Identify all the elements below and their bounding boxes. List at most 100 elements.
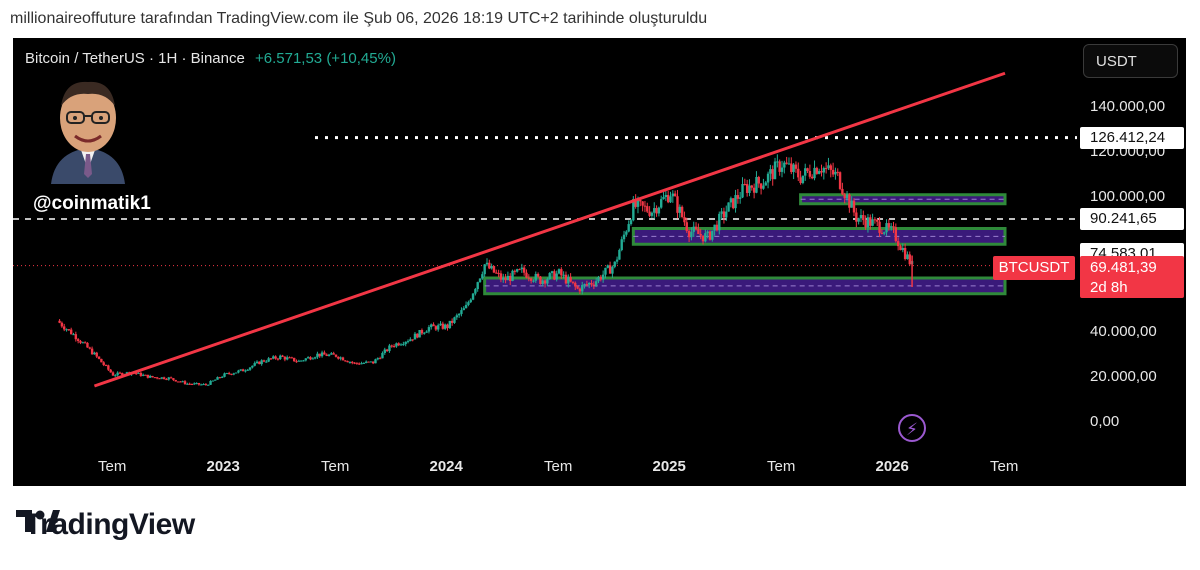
- candle-body: [880, 232, 884, 234]
- candle-body: [499, 273, 503, 280]
- candle-body: [632, 199, 635, 221]
- candle-body: [901, 247, 904, 251]
- candle-body: [488, 262, 491, 269]
- candle-body: [509, 275, 512, 281]
- candle-body: [218, 377, 222, 379]
- candle-body: [899, 246, 902, 251]
- candle-body: [896, 241, 900, 247]
- chart-panel[interactable]: Bitcoin / TetherUS · 1H · Binance +6.571…: [13, 38, 1186, 486]
- candle-body: [135, 373, 138, 375]
- candle-body: [718, 213, 721, 231]
- candle-body: [367, 361, 370, 363]
- candle-body: [766, 173, 770, 183]
- candle-body: [845, 194, 849, 199]
- candle-body: [601, 274, 605, 280]
- price-chart[interactable]: [13, 38, 1186, 486]
- candle-body: [107, 365, 110, 370]
- candle-body: [660, 199, 663, 208]
- candle-body: [736, 195, 740, 199]
- candle-body: [279, 355, 282, 360]
- candle-body: [316, 353, 319, 358]
- x-tick-label: 2025: [652, 458, 686, 475]
- candle-body: [104, 364, 108, 366]
- candle-body: [272, 356, 275, 359]
- candle-body: [529, 278, 533, 281]
- candle-body: [892, 226, 895, 228]
- candle-body: [590, 282, 593, 285]
- candle-body: [848, 194, 851, 208]
- candle-body: [671, 193, 675, 197]
- candle-body: [648, 211, 651, 216]
- candle-body: [885, 223, 888, 233]
- candle-body: [411, 339, 414, 341]
- trend-line: [93, 71, 1006, 388]
- author-handle: @coinmatik1: [33, 193, 151, 214]
- candle-body: [613, 261, 616, 267]
- candle-body: [492, 266, 496, 273]
- candle-body: [455, 315, 458, 318]
- candle-body: [462, 308, 465, 311]
- candle-body: [738, 197, 742, 199]
- lightning-icon[interactable]: ⚡: [898, 414, 926, 442]
- candle-body: [536, 273, 540, 277]
- candle-body: [158, 378, 161, 380]
- candle-body: [599, 277, 603, 280]
- candle-body: [346, 361, 349, 363]
- candle-body: [785, 162, 788, 164]
- candle-body: [583, 284, 586, 286]
- candle-body: [520, 267, 524, 270]
- candle-body: [750, 185, 754, 188]
- candle-body: [815, 167, 819, 174]
- candle-body: [699, 234, 702, 236]
- candle-body: [297, 360, 301, 362]
- candle-body: [292, 357, 296, 362]
- candle-body: [318, 353, 321, 357]
- candle-body: [325, 354, 328, 356]
- candle-body: [843, 194, 846, 199]
- candle-body: [627, 224, 630, 232]
- candle-body: [74, 334, 78, 340]
- candle-body: [102, 362, 105, 365]
- candle-body: [223, 373, 226, 377]
- candle-body: [780, 167, 784, 172]
- candle-body: [190, 384, 194, 386]
- candle-body: [476, 282, 479, 290]
- candle-body: [655, 208, 658, 214]
- candle-body: [481, 274, 484, 279]
- candle-body: [358, 363, 361, 365]
- candle-body: [611, 266, 614, 274]
- candle-body: [448, 320, 452, 329]
- currency-button[interactable]: USDT: [1083, 44, 1178, 78]
- candle-body: [339, 357, 342, 359]
- candle-body: [378, 358, 382, 360]
- x-tick-label: Tem: [767, 458, 796, 475]
- candle-body: [239, 369, 242, 371]
- candle-body: [197, 383, 201, 385]
- candle-body: [376, 358, 380, 360]
- candle-body: [295, 361, 298, 363]
- candle-body: [341, 357, 345, 361]
- candle-body: [650, 212, 654, 216]
- candle-body: [541, 280, 544, 284]
- candle-body: [820, 171, 823, 173]
- price-change: +6.571,53 (+10,45%): [255, 50, 396, 67]
- candle-body: [344, 360, 347, 362]
- candle-body: [734, 195, 737, 209]
- candle-body: [186, 383, 189, 385]
- candle-body: [838, 172, 842, 189]
- candle-body: [604, 267, 607, 275]
- candle-body: [167, 377, 170, 380]
- candle-body: [485, 262, 489, 265]
- candle-body: [673, 193, 677, 197]
- candle-body: [550, 271, 554, 274]
- candle-body: [234, 372, 238, 374]
- candle-body: [555, 273, 558, 280]
- candle-body: [181, 381, 184, 383]
- candle-body: [330, 353, 333, 355]
- symbol-price-tag: BTCUSDT: [993, 256, 1075, 280]
- candle-body: [587, 282, 591, 285]
- candle-body: [260, 360, 263, 365]
- candle-body: [176, 381, 180, 383]
- bar-countdown: 2d 8h: [1090, 279, 1128, 296]
- candle-body: [248, 367, 252, 370]
